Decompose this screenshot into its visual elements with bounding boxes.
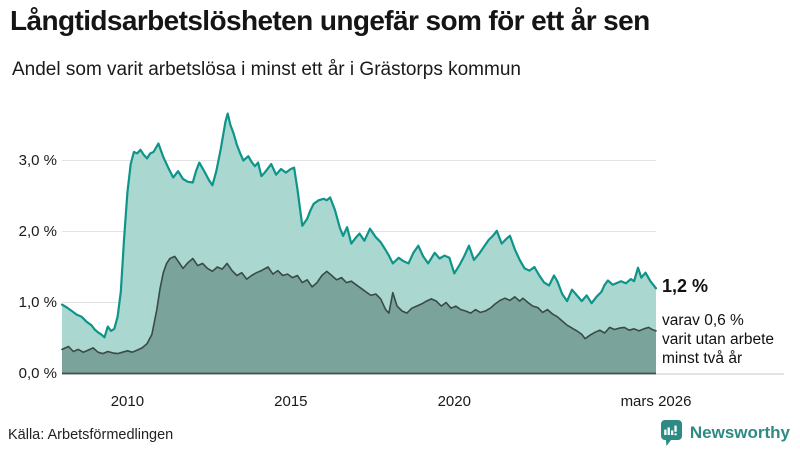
y-tick-3: 3,0 % [18, 151, 57, 169]
x-tick-0: 2010 [110, 393, 145, 410]
y-tick-0: 0,0 % [18, 364, 57, 382]
line-series-1 [61, 255, 657, 355]
x-tick-2: 2020 [437, 393, 471, 410]
subset-line-3: minst två år [662, 350, 743, 367]
y-tick-1: 1,0 % [18, 293, 57, 311]
area-series-1 [62, 256, 656, 374]
subset-line-1: varav 0,6 % [662, 312, 744, 329]
chart-subtitle: Andel som varit arbetslösa i minst ett å… [12, 59, 521, 80]
page-title: Långtidsarbetslösheten ungefär som för e… [10, 5, 650, 36]
x-tick-3: mars 2026 [620, 393, 692, 410]
x-tick-1: 2015 [274, 393, 308, 410]
end-value-total-label: 1,2 % [662, 276, 709, 296]
brand-logo: Newsworthy [659, 420, 790, 446]
end-value-subset-label: varav 0,6 % varit utan arbete minst två … [662, 311, 774, 368]
newsworthy-speech-bubble-chart-icon [660, 420, 682, 446]
line-series-0 [60, 112, 658, 339]
y-tick-2: 2,0 % [18, 222, 57, 240]
subset-line-2: varit utan arbete [662, 331, 775, 348]
source-attribution: Källa: Arbetsförmedlingen [8, 427, 174, 443]
brand-name: Newsworthy [689, 423, 790, 442]
